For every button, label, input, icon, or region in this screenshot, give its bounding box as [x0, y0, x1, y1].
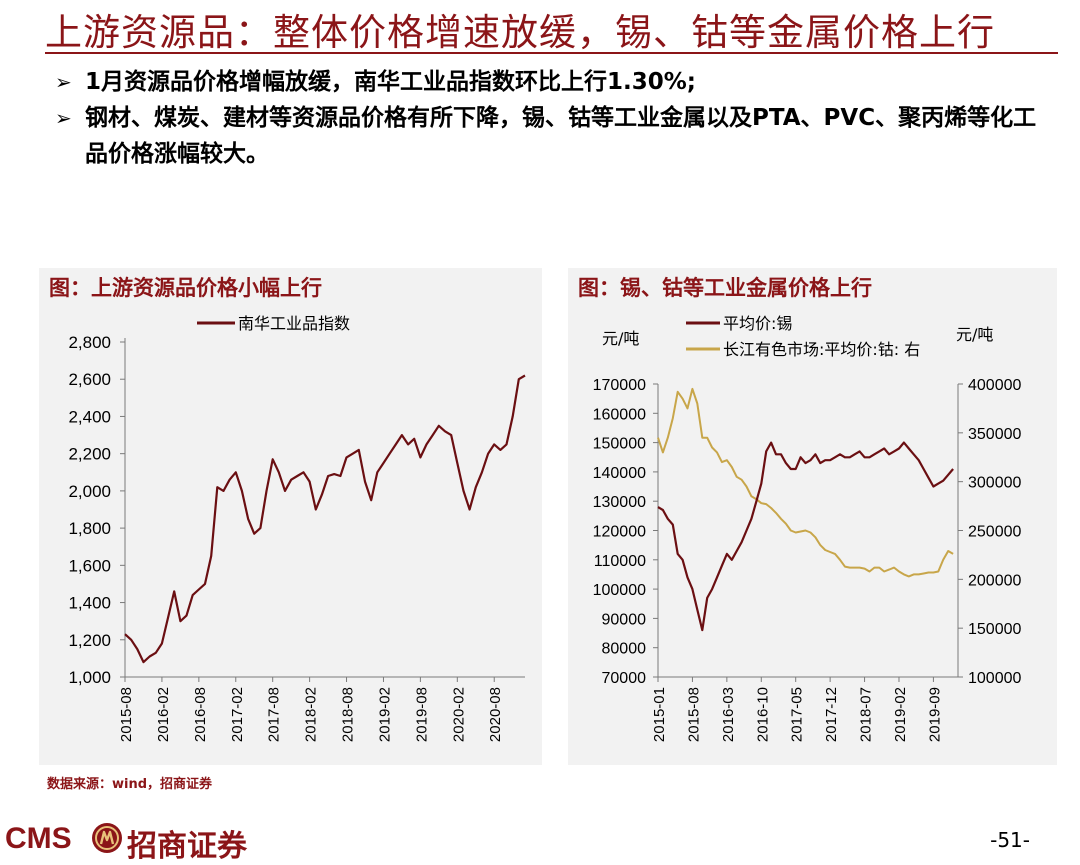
left-y-tick-label: 130000 — [593, 494, 646, 511]
bullet-item: ➢ 1月资源品价格增幅放缓，南华工业品指数环比上行1.30%; — [55, 64, 1055, 100]
x-tick-label: 2017-08 — [266, 687, 283, 742]
right-y-tick-label: 100000 — [968, 670, 1021, 687]
x-tick-label: 2016-03 — [720, 687, 737, 742]
y-tick-label: 1,400 — [68, 594, 111, 613]
nanhua-index-chart: 1,000 1,200 1,400 1,600 1,800 2,000 2,200 2,400… — [68, 314, 526, 742]
right-y-tick-label: 300000 — [968, 475, 1021, 492]
y-tick-label: 2,400 — [68, 407, 111, 426]
legend-label-cobalt: 长江有色市场:平均价:钴: 右 — [723, 340, 920, 359]
y-tick-label: 1,000 — [68, 668, 111, 687]
bullet-text: 钢材、煤炭、建材等资源品价格有所下降，锡、钴等工业金属以及PTA、PVC、聚丙烯… — [85, 105, 1037, 167]
x-tick-label: 2016-08 — [192, 687, 209, 742]
x-tick-label: 2017-12 — [823, 687, 840, 742]
right-y-tick-label: 150000 — [968, 621, 1021, 638]
chart-panel-metals: 图：锡、钴等工业金属价格上行 70000 80000 90000 100000 1100… — [568, 268, 1057, 765]
y-tick-label: 1,200 — [68, 631, 111, 650]
x-tick-label: 2015-08 — [118, 687, 135, 742]
right-y-tick-label: 250000 — [968, 524, 1021, 541]
y-tick-label: 2,000 — [68, 482, 111, 501]
right-y-tick-label: 350000 — [968, 426, 1021, 443]
series-line-nanhua — [124, 374, 526, 664]
series-line-cobalt — [657, 387, 954, 578]
legend-label-tin: 平均价:锡 — [723, 314, 792, 333]
y-tick-label: 1,600 — [68, 556, 111, 575]
x-tick-label: 2017-05 — [789, 687, 806, 742]
left-y-tick-label: 140000 — [593, 465, 646, 482]
arrow-bullet-icon: ➢ — [55, 106, 72, 130]
cms-emblem-icon — [92, 823, 122, 853]
right-y-tick-label: 200000 — [968, 572, 1021, 589]
chart-panel-nanhua: 图：上游资源品价格小幅上行 1,000 1,200 1,400 1,600 1,800 2… — [39, 268, 542, 765]
cms-brand-name: 招商证券 — [127, 829, 247, 864]
x-tick-label: 2019-08 — [413, 687, 430, 742]
left-y-tick-label: 110000 — [594, 553, 646, 570]
bullet-text: 1月资源品价格增幅放缓，南华工业品指数环比上行1.30%; — [85, 69, 696, 95]
left-y-tick-label: 80000 — [602, 641, 647, 658]
x-tick-label: 2018-08 — [340, 687, 357, 742]
x-tick-label: 2018-02 — [303, 687, 320, 742]
chart-panel-title: 图：锡、钴等工业金属价格上行 — [578, 276, 872, 300]
series-line-tin — [657, 441, 954, 632]
x-tick-label: 2018-07 — [858, 687, 875, 742]
left-y-tick-label: 100000 — [593, 582, 646, 599]
left-y-tick-label: 150000 — [593, 436, 646, 453]
y-tick-label: 2,200 — [68, 445, 111, 464]
x-tick-label: 2017-02 — [229, 687, 246, 742]
tin-cobalt-chart: 70000 80000 90000 100000 110000 120000 130000 1… — [593, 314, 1022, 742]
chart-panel-title: 图：上游资源品价格小幅上行 — [49, 276, 322, 300]
x-tick-label: 2015-08 — [685, 687, 702, 742]
y-tick-label: 1,800 — [68, 519, 111, 538]
x-tick-label: 2019-02 — [376, 687, 393, 742]
y-tick-label: 2,800 — [68, 333, 111, 352]
x-tick-label: 2016-10 — [754, 687, 771, 742]
legend-label-nanhua: 南华工业品指数 — [238, 314, 350, 333]
y-tick-label: 2,600 — [68, 370, 111, 389]
right-y-tick-label: 400000 — [968, 377, 1021, 394]
arrow-bullet-icon: ➢ — [55, 70, 72, 94]
x-tick-label: 2016-02 — [155, 687, 172, 742]
bullet-item: ➢ 钢材、煤炭、建材等资源品价格有所下降，锡、钴等工业金属以及PTA、PVC、聚… — [55, 100, 1055, 172]
data-source-note: 数据来源：wind，招商证券 — [47, 777, 213, 792]
left-y-tick-label: 120000 — [593, 524, 646, 541]
x-tick-label: 2019-02 — [892, 687, 909, 742]
slide-title: 上游资源品：整体价格增速放缓，锡、钴等金属价格上行 — [45, 11, 995, 54]
left-y-tick-label: 170000 — [593, 377, 646, 394]
x-tick-label: 2019-09 — [926, 687, 943, 742]
bullet-list: ➢ 1月资源品价格增幅放缓，南华工业品指数环比上行1.30%; ➢ 钢材、煤炭、… — [55, 64, 1055, 172]
left-y-tick-label: 70000 — [602, 670, 647, 687]
x-tick-label: 2015-01 — [651, 687, 668, 742]
left-y-tick-label: 90000 — [602, 611, 647, 628]
right-axis-unit-label: 元/吨 — [956, 325, 993, 344]
left-y-tick-label: 160000 — [593, 406, 646, 423]
left-axis-unit-label: 元/吨 — [602, 329, 639, 348]
x-tick-label: 2020-08 — [487, 687, 504, 742]
title-divider — [45, 52, 1058, 54]
cms-logo-text: CMS — [5, 822, 72, 855]
x-tick-label: 2020-02 — [450, 687, 467, 742]
page-number: -51- — [990, 828, 1030, 852]
